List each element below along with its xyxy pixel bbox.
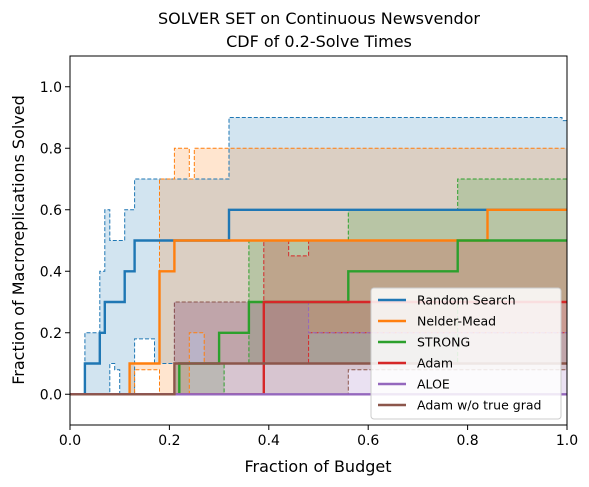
legend-label-adam: Adam [417,356,453,371]
x-tick-label: 0.0 [59,433,81,449]
legend-label-aloe: ALOE [417,377,450,392]
y-axis-label: Fraction of Macroreplications Solved [9,95,28,385]
series-line-random-search [70,208,567,396]
chart-subtitle: CDF of 0.2-Solve Times [226,32,412,51]
y-tick-label: 1.0 [40,80,62,96]
legend-label-strong: STRONG [417,335,470,350]
y-tick-label: 0.0 [40,387,62,403]
y-tick-label: 0.2 [40,326,62,342]
x-tick-label: 1.0 [556,433,578,449]
series-line-nelder-mead [70,208,567,396]
x-tick-label: 0.8 [456,433,478,449]
legend-label-nelder-mead: Nelder-Mead [417,314,496,329]
y-tick-label: 0.8 [40,141,62,157]
x-tick-label: 0.6 [357,433,379,449]
legend-label-adam-w-o-true-grad: Adam w/o true grad [417,398,541,413]
x-axis-label: Fraction of Budget [244,457,391,476]
ci-band-adam [70,240,567,395]
x-tick-label: 0.4 [258,433,280,449]
series-line-strong [70,239,567,396]
chart-title: SOLVER SET on Continuous Newsvendor [158,9,480,28]
legend: Random Search Nelder-Mead STRONG Adam ALOE Ad… [370,287,562,420]
y-tick-label: 0.4 [40,264,62,280]
legend-box [370,287,562,420]
ci-upper-line-strong [70,178,567,395]
x-tick-label: 0.2 [158,433,180,449]
legend-label-random-search: Random Search [417,293,516,308]
plot-frame [69,55,568,426]
y-axis-ticks: 0.0 0.2 0.4 0.6 0.8 1.0 [40,80,70,403]
ci-upper-line-random-search [70,117,567,395]
y-tick-label: 0.6 [40,203,62,219]
x-axis-ticks: 0.0 0.2 0.4 0.6 0.8 1.0 [59,425,578,449]
